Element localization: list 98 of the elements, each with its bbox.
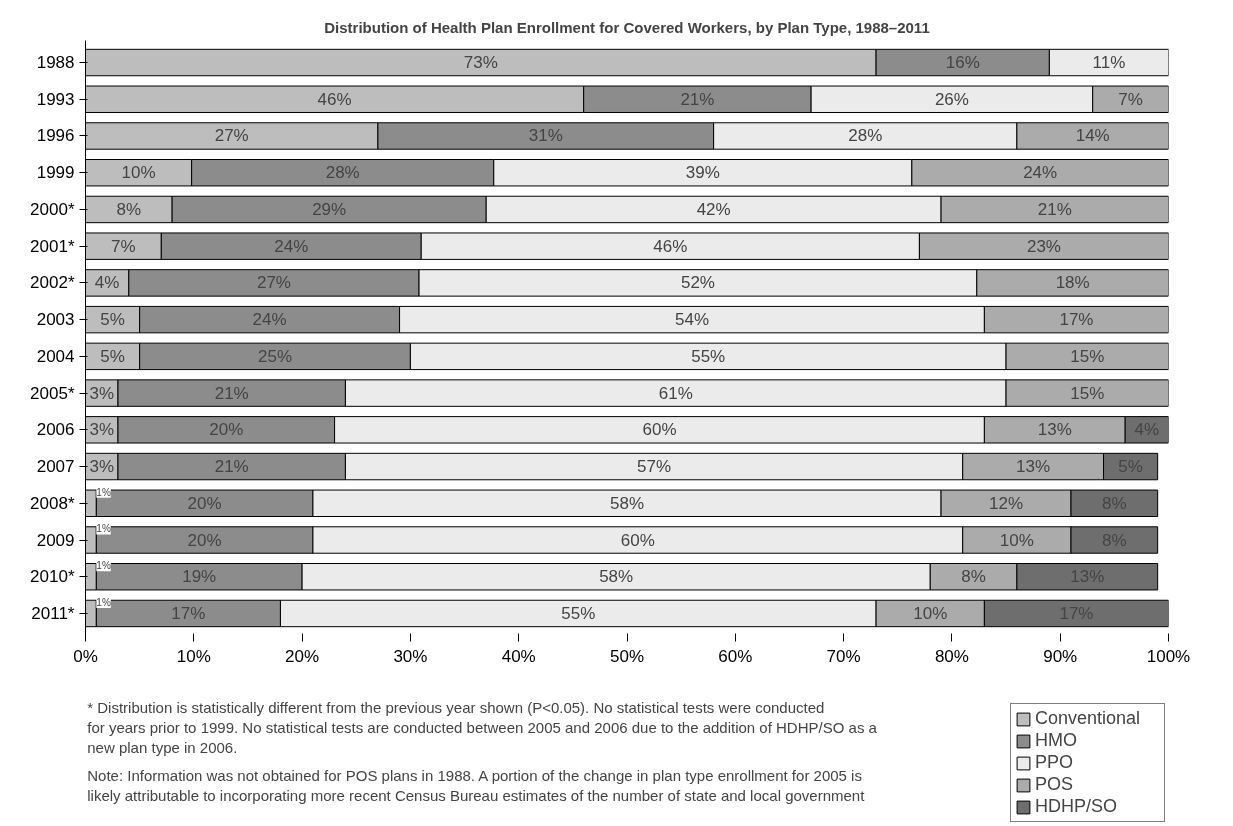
legend-label: POS	[1035, 774, 1074, 795]
data-label: 5%	[100, 346, 125, 366]
data-label: 4%	[94, 273, 120, 293]
data-label: 60%	[642, 420, 677, 440]
y-tick-label: 2005*	[30, 383, 75, 403]
data-label: 42%	[696, 199, 731, 219]
data-label: 27%	[214, 126, 249, 146]
data-label: 12%	[989, 493, 1024, 513]
data-label: 17%	[171, 603, 206, 623]
y-tick-label: 2002*	[30, 273, 75, 293]
data-label: 20%	[187, 530, 222, 550]
data-label: 46%	[653, 236, 688, 256]
data-label: 1%	[96, 560, 111, 572]
x-tick-label: 80%	[934, 646, 969, 666]
legend-label: HDHP/SO	[1035, 796, 1118, 817]
x-tick-label: 60%	[718, 646, 753, 666]
y-tick-label: 1999	[36, 163, 75, 183]
text: * Distribution is statistically different from the previous year shown (P<0.05). No statistical tests were conducted for years prior to 1999. No statistical tests are conducted between 2005 and 2006 due to the addition of HDHP/SO as a new plan type in 2006.	[87, 698, 878, 757]
chart-title: Distribution of Health Plan Enrollment for Covered Workers, by Plan Type, 1988–2011	[324, 18, 930, 36]
data-label: 3%	[89, 383, 115, 403]
y-tick-label: 2004	[36, 346, 75, 366]
data-label: 26%	[934, 89, 969, 109]
x-tick-label: 10%	[176, 646, 211, 666]
data-label: 21%	[680, 89, 715, 109]
data-label: 3%	[89, 457, 115, 477]
data-label: 10%	[913, 603, 948, 623]
data-label: 20%	[187, 493, 222, 513]
y-tick-label: 2011*	[31, 603, 75, 623]
data-label: 29%	[312, 199, 347, 219]
data-label: 21%	[214, 457, 249, 477]
legend-label: HMO	[1035, 730, 1078, 751]
data-label: 57%	[637, 457, 672, 477]
data-label: 14%	[1075, 126, 1110, 146]
data-label: 55%	[691, 346, 726, 366]
x-tick-label: 0%	[73, 646, 98, 666]
data-label: 24%	[1023, 163, 1058, 183]
data-label: 25%	[258, 346, 293, 366]
y-tick-label: 1988	[36, 53, 75, 73]
data-label: 54%	[674, 310, 709, 330]
data-label: 20%	[209, 420, 244, 440]
data-label: 31%	[528, 126, 563, 146]
x-tick-label: 50%	[609, 646, 645, 666]
data-label: 3%	[89, 420, 115, 440]
data-label: 61%	[658, 383, 693, 403]
data-label: 1%	[96, 596, 111, 608]
y-tick-label: 2008*	[30, 493, 75, 513]
text: Note: Information was not obtained for POS plans in 1988. A portion of the change in plan type enrollment for 2005 is likely attributable to incorporating more recent Census Bureau estimates of the number of state and local government	[87, 766, 866, 804]
data-label: 58%	[609, 493, 645, 513]
data-label: 7%	[1118, 89, 1143, 109]
data-label: 1%	[96, 523, 111, 535]
data-label: 5%	[100, 310, 125, 330]
legend-label: Conventional	[1035, 708, 1142, 729]
data-label: 21%	[214, 383, 249, 403]
x-tick-label: 30%	[393, 646, 428, 666]
y-tick-label: 1993	[36, 89, 75, 109]
data-label: 15%	[1070, 346, 1105, 366]
data-label: 39%	[685, 163, 720, 183]
data-label: 28%	[848, 126, 883, 146]
y-tick-label: 2009	[36, 530, 75, 550]
data-label: 58%	[599, 567, 634, 587]
data-label: 17%	[1059, 310, 1094, 330]
y-tick-label: 2000*	[30, 199, 75, 219]
data-label: 28%	[325, 163, 360, 183]
y-tick-label: 2003	[36, 310, 75, 330]
data-label: 24%	[252, 310, 287, 330]
data-label: 13%	[1037, 420, 1072, 440]
data-label: 8%	[116, 199, 142, 219]
data-label: 52%	[680, 273, 715, 293]
legend-label: PPO	[1035, 752, 1074, 773]
x-tick-label: 40%	[501, 646, 536, 666]
data-label: 7%	[111, 236, 136, 256]
data-label: 60%	[620, 530, 655, 550]
data-label: 8%	[961, 567, 986, 587]
x-tick-label: 70%	[826, 646, 861, 666]
y-tick-label: 2010*	[30, 567, 75, 587]
data-label: 10%	[999, 530, 1034, 550]
data-label: 27%	[256, 273, 291, 293]
data-label: 24%	[274, 236, 309, 256]
y-tick-label: 2007	[36, 457, 75, 477]
data-label: 1%	[96, 486, 111, 498]
x-tick-label: 100%	[1146, 646, 1191, 666]
data-label: 10%	[121, 163, 156, 183]
data-label: 55%	[561, 603, 596, 623]
data-label: 23%	[1026, 236, 1061, 256]
data-label: 15%	[1070, 383, 1105, 403]
data-label: 46%	[317, 89, 352, 109]
data-label: 16%	[945, 53, 980, 73]
data-label: 18%	[1055, 273, 1090, 293]
y-tick-label: 1996	[36, 126, 75, 146]
data-label: 73%	[463, 53, 498, 73]
x-tick-label: 20%	[285, 646, 320, 666]
data-label: 19%	[182, 567, 217, 587]
y-tick-label: 2001*	[30, 236, 75, 256]
data-label: 11%	[1092, 53, 1126, 73]
data-label: 13%	[1016, 457, 1051, 477]
x-tick-label: 90%	[1043, 646, 1078, 666]
data-label: 21%	[1037, 199, 1072, 219]
y-tick-label: 2006	[36, 420, 75, 440]
